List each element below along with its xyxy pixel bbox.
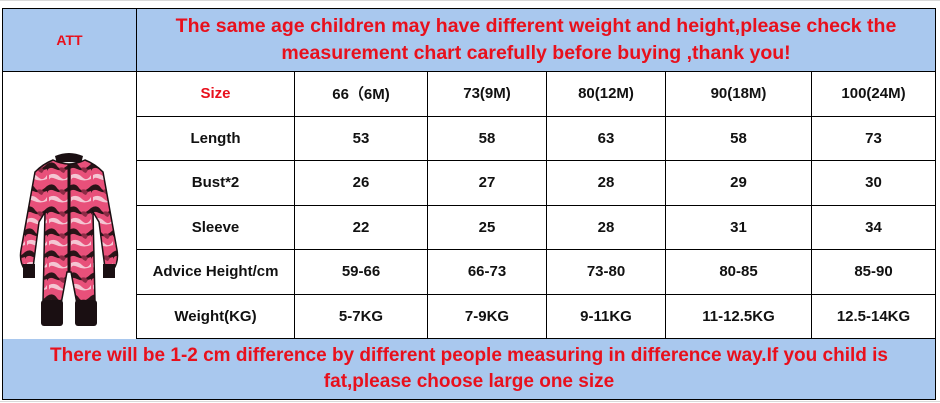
table-cell: 73-80: [547, 250, 666, 295]
measurement-table: Size 66（6M) 73(9M) 80(12M) 90(18M) 100(2…: [137, 72, 935, 339]
row-label-height: Advice Height/cm: [137, 250, 295, 295]
table-cell: 9-11KG: [547, 294, 666, 339]
corner-label: ATT: [3, 9, 137, 71]
baby-romper-icon: [19, 153, 119, 326]
table-cell: 63: [547, 116, 666, 161]
sheet-gridline: [0, 401, 940, 402]
table-cell: 73: [812, 117, 935, 161]
table-cell: 30: [812, 161, 935, 206]
header-row: ATT The same age children may have diffe…: [3, 9, 935, 72]
table-cell: 58: [666, 116, 812, 161]
table-cell: 59-66: [295, 250, 428, 295]
table-cell: 85-90: [812, 250, 935, 295]
size-chart: ATT The same age children may have diffe…: [2, 8, 936, 400]
col-header-73: 73(9M): [428, 72, 547, 117]
table-cell: 28: [547, 205, 666, 250]
table-cell: 34: [812, 206, 935, 250]
row-label-weight: Weight(KG): [137, 294, 295, 339]
table-cell: 25: [428, 205, 547, 250]
row-label-sleeve: Sleeve: [137, 205, 295, 250]
table-cell: 80-85: [666, 250, 812, 295]
col-header-66: 66（6M): [295, 72, 428, 117]
row-label-bust: Bust*2: [137, 161, 295, 206]
table-cell: 5-7KG: [295, 294, 428, 339]
top-notice: The same age children may have different…: [175, 15, 897, 64]
table-cell: 12.5-14KG: [812, 295, 935, 339]
table-cell: 27: [428, 161, 547, 206]
product-image-cell: [3, 72, 137, 339]
col-header-size: Size: [137, 72, 295, 117]
table-cell: 31: [666, 205, 812, 250]
col-header-90: 90(18M): [666, 72, 812, 117]
table-cell: 58: [428, 116, 547, 161]
sheet-gridline: [0, 0, 940, 1]
col-header-100: 100(24M): [812, 72, 935, 117]
table-cell: 7-9KG: [428, 294, 547, 339]
col-header-80: 80(12M): [547, 72, 666, 117]
bottom-notice: There will be 1-2 cm difference by diffe…: [3, 339, 935, 399]
table-cell: 28: [547, 161, 666, 206]
table-cell: 53: [295, 116, 428, 161]
table-cell: 11-12.5KG: [666, 294, 812, 339]
row-label-length: Length: [137, 116, 295, 161]
table-cell: 22: [295, 205, 428, 250]
table-cell: 29: [666, 161, 812, 206]
table-cell: 66-73: [428, 250, 547, 295]
table-cell: 26: [295, 161, 428, 206]
